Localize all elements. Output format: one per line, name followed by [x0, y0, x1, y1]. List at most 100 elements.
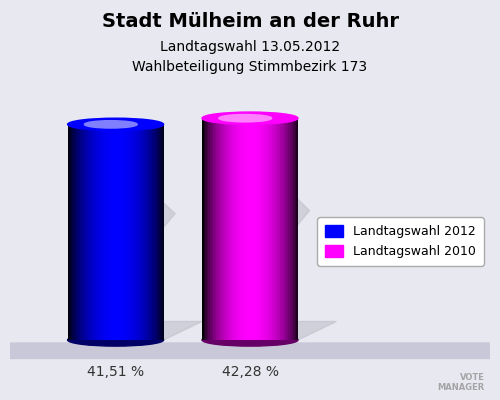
Bar: [232, 118, 234, 340]
Bar: [280, 118, 282, 340]
Bar: [135, 124, 136, 340]
Bar: [264, 118, 266, 340]
Bar: [253, 118, 255, 340]
Bar: [268, 118, 269, 340]
Bar: [160, 124, 162, 340]
Bar: [284, 118, 285, 340]
Bar: [296, 118, 298, 340]
Bar: [202, 118, 203, 340]
Polygon shape: [0, 343, 500, 358]
Bar: [239, 118, 240, 340]
Bar: [156, 124, 157, 340]
Bar: [133, 124, 135, 340]
Bar: [240, 118, 242, 340]
Bar: [248, 118, 250, 340]
Text: Landtagswahl 13.05.2012: Landtagswahl 13.05.2012: [160, 40, 340, 54]
Bar: [146, 124, 148, 340]
Bar: [242, 118, 244, 340]
Bar: [114, 124, 116, 340]
Bar: [220, 118, 221, 340]
Bar: [231, 118, 232, 340]
Bar: [106, 124, 108, 340]
Bar: [125, 124, 127, 340]
Bar: [72, 124, 74, 340]
Text: VOTE
MANAGER: VOTE MANAGER: [438, 373, 485, 392]
Bar: [101, 124, 103, 340]
Bar: [290, 118, 292, 340]
Bar: [74, 124, 76, 340]
Bar: [136, 124, 138, 340]
Bar: [141, 124, 143, 340]
Bar: [79, 124, 80, 340]
Bar: [215, 118, 216, 340]
Bar: [98, 124, 100, 340]
Ellipse shape: [202, 334, 298, 346]
Bar: [144, 124, 146, 340]
Bar: [112, 124, 114, 340]
Bar: [116, 124, 117, 340]
Bar: [272, 118, 274, 340]
Bar: [250, 118, 252, 340]
Bar: [263, 118, 264, 340]
Bar: [237, 118, 239, 340]
Bar: [76, 124, 77, 340]
Bar: [88, 124, 90, 340]
Bar: [104, 124, 106, 340]
Bar: [261, 118, 263, 340]
Bar: [292, 118, 293, 340]
Bar: [228, 118, 229, 340]
Bar: [149, 124, 151, 340]
Bar: [68, 124, 69, 340]
Bar: [108, 124, 109, 340]
Bar: [226, 118, 228, 340]
Bar: [274, 118, 276, 340]
Bar: [80, 124, 82, 340]
Text: 42,28 %: 42,28 %: [222, 365, 278, 378]
Ellipse shape: [202, 112, 298, 124]
Bar: [132, 124, 133, 340]
Bar: [258, 118, 260, 340]
Bar: [213, 118, 215, 340]
Bar: [111, 124, 112, 340]
Bar: [210, 118, 212, 340]
Bar: [127, 124, 128, 340]
Bar: [157, 124, 159, 340]
Bar: [205, 118, 207, 340]
Bar: [221, 118, 223, 340]
Bar: [140, 124, 141, 340]
Bar: [92, 124, 93, 340]
Bar: [87, 124, 88, 340]
Bar: [119, 124, 120, 340]
Bar: [162, 124, 164, 340]
Ellipse shape: [219, 114, 272, 122]
Bar: [120, 124, 122, 340]
Bar: [103, 124, 104, 340]
Bar: [247, 118, 248, 340]
Bar: [85, 124, 87, 340]
Bar: [77, 124, 79, 340]
Bar: [293, 118, 295, 340]
Bar: [287, 118, 288, 340]
Bar: [208, 118, 210, 340]
Text: Stadt Mülheim an der Ruhr: Stadt Mülheim an der Ruhr: [102, 12, 399, 31]
Bar: [84, 124, 85, 340]
Bar: [223, 118, 224, 340]
Bar: [152, 124, 154, 340]
Bar: [93, 124, 95, 340]
Bar: [138, 124, 140, 340]
Bar: [277, 118, 279, 340]
Ellipse shape: [68, 118, 164, 130]
Bar: [95, 124, 96, 340]
Bar: [151, 124, 152, 340]
Bar: [256, 118, 258, 340]
Bar: [117, 124, 119, 340]
Bar: [90, 124, 92, 340]
Bar: [224, 118, 226, 340]
Bar: [245, 118, 247, 340]
Bar: [279, 118, 280, 340]
Bar: [282, 118, 284, 340]
Bar: [71, 124, 72, 340]
Bar: [255, 118, 256, 340]
Bar: [124, 124, 125, 340]
Bar: [122, 124, 124, 340]
